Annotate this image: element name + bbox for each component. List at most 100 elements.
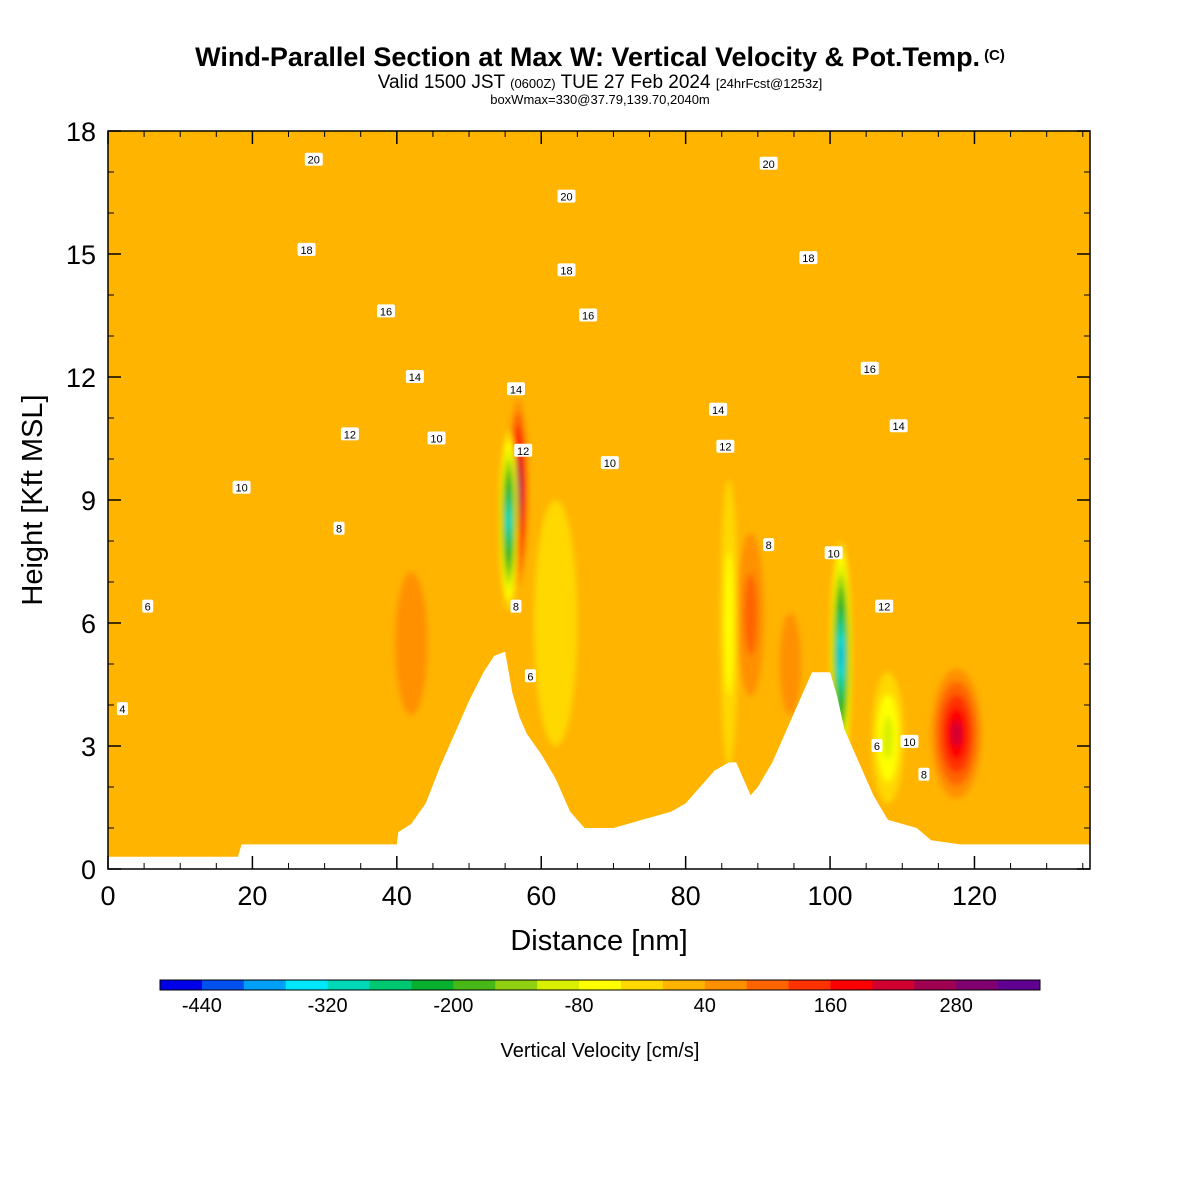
x-tick-label: 0 [100, 881, 115, 911]
contour-label-text: 16 [864, 364, 876, 376]
contour-label-text: 14 [893, 421, 905, 433]
velocity-cell-band [779, 612, 802, 716]
x-tick-label: 40 [382, 881, 412, 911]
contour-label-text: 10 [903, 737, 915, 749]
contour-label-text: 8 [336, 524, 342, 536]
velocity-cell-band [266, 131, 383, 336]
contour-label: 18 [297, 242, 316, 257]
y-axis-title: Height [Kft MSL] [17, 394, 49, 605]
contour-label: 20 [557, 189, 576, 204]
velocity-cell-band [839, 644, 842, 668]
y-tick-label: 9 [81, 486, 96, 516]
contour-label: 20 [304, 152, 323, 167]
colorbar-swatch [453, 980, 496, 990]
contour-label: 6 [142, 599, 154, 614]
contour-label-text: 10 [604, 458, 616, 470]
contour-label-text: 8 [766, 540, 772, 552]
contour-label-bg [763, 538, 775, 552]
contour-label: 14 [709, 402, 728, 417]
contour-label-text: 10 [430, 434, 442, 446]
x-tick-label: 120 [952, 881, 997, 911]
contour-label-bg [297, 242, 316, 256]
contour-label-bg [875, 599, 894, 613]
contour-label: 16 [376, 304, 395, 318]
contour-label: 18 [799, 251, 818, 265]
contour-label-text: 12 [719, 442, 731, 454]
contour-label-text: 14 [712, 405, 724, 417]
velocity-cell-band [724, 551, 734, 695]
contour-label: 14 [889, 419, 908, 433]
contour-label: 18 [557, 263, 576, 277]
valid-date: TUE 27 Feb 2024 [560, 72, 711, 93]
colorbar-swatch [243, 980, 287, 990]
y-tick-label: 6 [81, 609, 96, 639]
contour-label-text: 20 [560, 192, 572, 204]
contour-label: 8 [510, 599, 522, 614]
contour-label-text: 18 [300, 245, 312, 257]
contour-label: 6 [524, 669, 536, 683]
contour-label-bg [709, 402, 728, 416]
contour-label-text: 4 [119, 704, 125, 716]
contour-label-bg [510, 599, 522, 613]
contour-label: 8 [763, 538, 775, 552]
copyright-mark: (C) [984, 47, 1005, 64]
colorbar-swatch [788, 980, 831, 990]
contour-label-bg [900, 734, 919, 748]
velocity-cells [122, 131, 1040, 849]
contour-label-text: 6 [145, 602, 151, 614]
contour-label-bg [232, 480, 251, 494]
colorbar-swatch [998, 980, 1041, 990]
y-tick-label: 0 [81, 855, 96, 885]
contour-label-bg [506, 382, 525, 396]
colorbar-swatch [704, 980, 748, 990]
contour-label-text: 12 [878, 602, 890, 614]
contour-label-text: 8 [921, 770, 927, 782]
valid-time-main: Valid 1500 JST [377, 72, 505, 93]
x-tick-label: 100 [808, 881, 853, 911]
contour-label: 8 [333, 521, 345, 536]
contour-label: 4 [116, 702, 128, 716]
contour-label: 12 [340, 427, 359, 441]
contour-label: 10 [232, 480, 251, 495]
contour-label-text: 10 [828, 548, 840, 560]
y-tick-label: 18 [66, 117, 96, 147]
contour-label: 10 [600, 456, 619, 470]
contour-label-bg [889, 419, 908, 433]
colorbar-title: Vertical Velocity [cm/s] [501, 1040, 700, 1062]
velocity-cell-band [395, 571, 428, 716]
colorbar-swatch [411, 980, 454, 990]
contour-label-bg [142, 599, 154, 613]
colorbar-tick-label: 160 [814, 995, 847, 1017]
colorbar-swatch [579, 980, 622, 990]
colorbar-tick-label: 280 [940, 995, 973, 1017]
contour-label-bg [427, 431, 446, 445]
colorbar-swatch [369, 980, 412, 990]
colorbar-swatch [495, 980, 538, 990]
contour-label: 12 [875, 599, 894, 614]
contour-label-bg [579, 308, 598, 322]
contour-label: 10 [900, 734, 919, 749]
velocity-cell-band [570, 213, 657, 541]
y-tick-label: 12 [66, 363, 96, 393]
forecast-info: [24hrFcst@1253z] [715, 76, 823, 91]
y-tick-label: 15 [66, 240, 96, 270]
contour-label-text: 12 [344, 429, 356, 441]
contour-label: 10 [427, 431, 446, 446]
contour-label-bg [557, 263, 576, 277]
contour-label-text: 6 [527, 671, 533, 683]
contour-label-bg [759, 156, 778, 170]
valid-time-line: Valid 1500 JST (0600Z) TUE 27 Feb 2024 [… [0, 72, 1200, 94]
x-tick-label: 80 [671, 881, 701, 911]
colorbar-swatch [327, 980, 371, 990]
velocity-cell-band [916, 459, 975, 664]
x-tick-label: 60 [526, 881, 556, 911]
colorbar-tick-label: -440 [182, 995, 222, 1017]
contour-label-text: 16 [380, 306, 392, 318]
contour-label: 16 [579, 308, 598, 323]
valid-time-utc: (0600Z) [510, 76, 556, 91]
contour-label: 6 [871, 739, 883, 753]
contour-label-bg [405, 370, 424, 383]
axes-frame [107, 130, 1091, 870]
contour-label: 10 [824, 546, 843, 560]
